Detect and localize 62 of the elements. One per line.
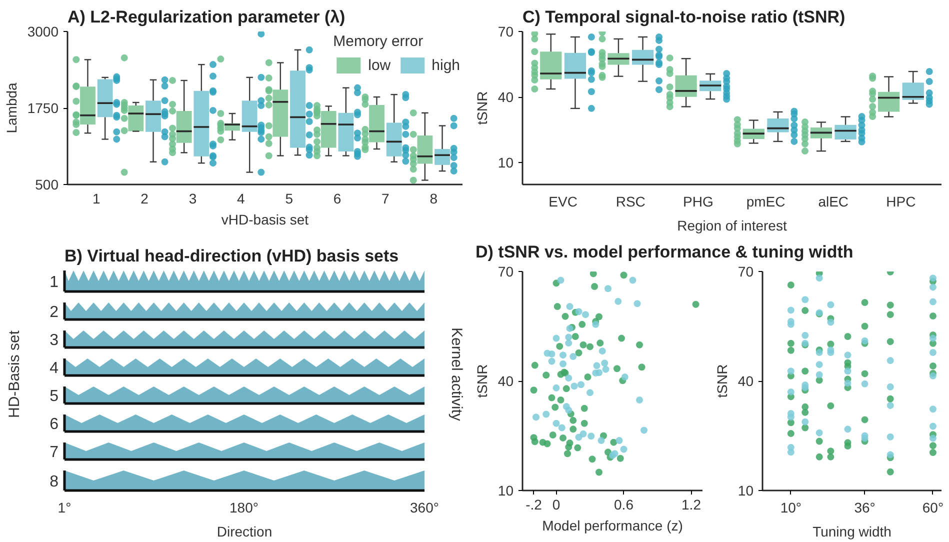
y-tick-label: 70 [498, 264, 514, 280]
x-tick-label: 1° [58, 500, 72, 516]
y-tick-label: 70 [738, 264, 754, 280]
x-tick-label: 5 [285, 190, 294, 206]
x-tick-label: RSC [616, 194, 646, 210]
y-tick-label: 40 [498, 89, 514, 106]
series-label: 7 [50, 444, 59, 461]
chart-title: D) tSNR vs. model performance & tuning width [476, 242, 854, 262]
y-tick-label: 10 [738, 482, 754, 498]
chart-title: C) Temporal signal-to-noise ratio (tSNR) [522, 8, 846, 26]
x-axis-title: Model performance (z) [542, 518, 683, 534]
x-tick-label: 2 [140, 190, 149, 206]
series-label: 5 [50, 388, 59, 405]
y-axis-title: Lambda [3, 82, 20, 134]
y-tick-label: 10 [498, 482, 514, 498]
x-tick-label: HPC [886, 194, 916, 210]
y-axis-title: HD-Basis set [6, 330, 23, 418]
y-tick-label: 70 [498, 24, 514, 40]
x-tick-label: alEC [818, 194, 849, 210]
x-axis-title: vHD-basis set [221, 212, 309, 228]
series-label: 4 [50, 360, 59, 377]
x-tick-label: 36° [854, 500, 876, 516]
x-tick-label: 7 [382, 190, 390, 206]
series-label: 1 [50, 274, 59, 291]
x-axis-title: Tuning width [812, 524, 892, 540]
x-tick-label: 60° [922, 500, 944, 516]
series-label: 3 [50, 332, 59, 349]
y-tick-label: 1750 [27, 100, 59, 116]
x-tick-label: 8 [430, 190, 438, 206]
chart-title: A) L2-Regularization parameter (λ) [68, 8, 346, 26]
y-axis-title: tSNR [474, 364, 490, 398]
y-tick-label: 10 [498, 154, 514, 171]
legend-label: low [368, 56, 391, 74]
y-tick-label: 3000 [27, 24, 59, 40]
x-tick-label: pmEC [746, 194, 786, 210]
x-tick-label: 360° [410, 500, 439, 516]
x-tick-label: 1 [92, 190, 101, 206]
x-axis-title: Direction [216, 524, 272, 540]
x-tick-label: 6 [333, 190, 342, 206]
y-tick-label: 500 [35, 176, 59, 192]
x-tick-label: 0.6 [614, 496, 634, 512]
x-tick-label: 180° [230, 500, 258, 516]
y-tick-label: 40 [738, 373, 754, 389]
y-tick-label: 40 [498, 373, 514, 389]
x-tick-label: 4 [237, 190, 246, 206]
chart-title: B) Virtual head-direction (vHD) basis sets [64, 246, 399, 266]
x-tick-label: 1.2 [682, 496, 702, 512]
x-tick-label: PHG [683, 194, 714, 210]
y2-axis-title: Kernel activity [448, 328, 465, 422]
x-tick-label: 3 [188, 190, 197, 206]
series-label: 6 [50, 416, 59, 433]
y-axis-title: tSNR [474, 91, 490, 125]
x-axis-title: Region of interest [677, 218, 787, 234]
series-label: 8 [50, 474, 59, 490]
legend-label: high [432, 56, 460, 74]
y-axis-title: tSNR [714, 364, 730, 398]
x-tick-label: 0 [552, 496, 560, 512]
legend-title: Memory error [333, 33, 424, 50]
series-label: 2 [50, 304, 59, 321]
x-tick-label: 10° [780, 500, 802, 516]
x-tick-label: -.2 [526, 496, 542, 512]
x-tick-label: EVC [548, 194, 578, 210]
